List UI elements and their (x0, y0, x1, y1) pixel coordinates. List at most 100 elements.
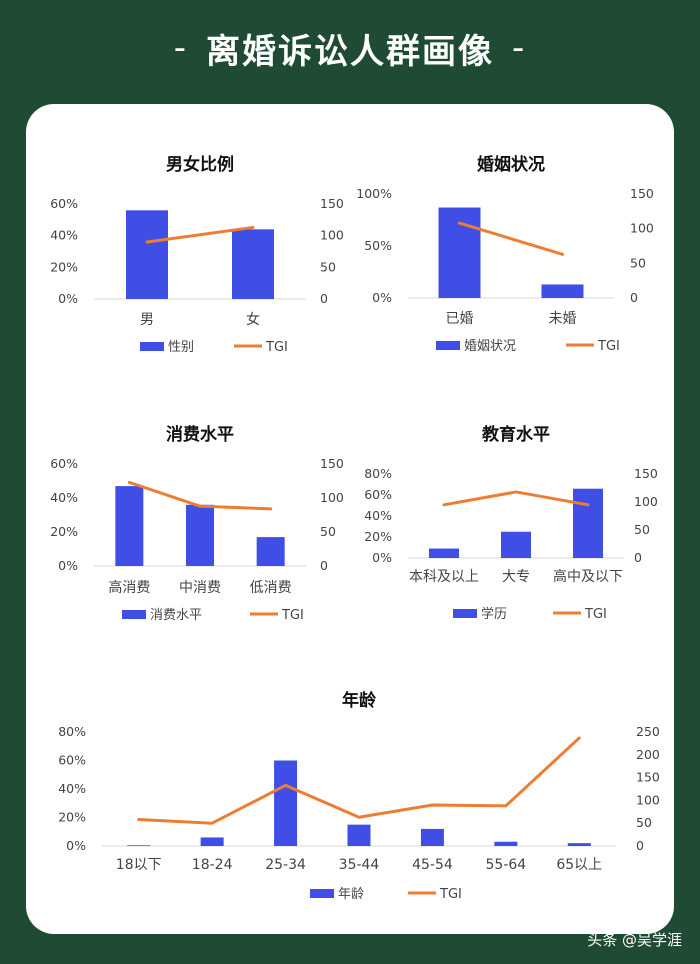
right-axis-tick-label: 150 (630, 186, 654, 201)
chart-title: 年龄 (342, 690, 377, 711)
category-label: 55-64 (486, 857, 527, 873)
bar-年龄 (200, 837, 224, 846)
bar-婚姻状况 (438, 207, 481, 298)
category-label: 中消费 (179, 580, 221, 596)
legend-label-bar: 婚姻状况 (464, 339, 516, 354)
page-title: 离婚诉讼人群画像 (206, 31, 494, 72)
title-dash-left: - (173, 28, 188, 68)
right-axis-tick-label: 100 (320, 228, 344, 243)
legend-label-line: TGI (584, 607, 607, 622)
right-axis-tick-label: 150 (320, 196, 344, 211)
right-axis-tick-label: 100 (636, 792, 660, 807)
legend-label-bar: 学历 (481, 606, 507, 622)
left-axis-tick-label: 60% (58, 753, 86, 768)
category-label: 男 (140, 312, 154, 328)
bar-性别 (126, 210, 168, 299)
category-label: 低消费 (250, 580, 292, 596)
bar-年龄 (347, 824, 371, 846)
bar-婚姻状况 (541, 284, 584, 298)
legend-label-line: TGI (597, 339, 620, 354)
tgi-line (145, 225, 255, 244)
right-axis-tick-label: 200 (636, 747, 660, 762)
left-axis-tick-label: 20% (58, 810, 86, 825)
left-axis-tick-label: 20% (50, 259, 78, 274)
right-axis-tick-label: 150 (320, 456, 344, 471)
bar-年龄 (420, 828, 444, 846)
right-axis-tick-label: 0 (634, 550, 642, 565)
page-header: - 离婚诉讼人群画像 - (0, 20, 700, 76)
chart-gender: 男女比例 0% 20% 40% 60% 0 50 100 150 男 女性别 TGI (50, 154, 344, 355)
left-axis-tick-label: 0% (372, 550, 392, 565)
tgi-line (127, 480, 273, 511)
bar-年龄 (567, 843, 591, 846)
right-axis-tick-label: 100 (634, 494, 658, 509)
right-axis-tick-label: 100 (320, 490, 344, 505)
left-axis-tick-label: 20% (364, 529, 392, 544)
bar-学历 (429, 548, 459, 558)
title-dash-right: - (512, 28, 527, 68)
category-label: 本科及以上 (409, 569, 479, 585)
category-label: 35-44 (339, 857, 380, 873)
legend-swatch-bar (310, 889, 334, 898)
chart-title: 婚姻状况 (477, 154, 545, 175)
right-axis-tick-label: 50 (636, 815, 652, 830)
legend-swatch-bar (122, 610, 146, 619)
watermark: 头条 @吴学涯 (587, 931, 682, 949)
category-label: 未婚 (549, 311, 577, 327)
category-label: 大专 (502, 569, 530, 585)
left-axis-tick-label: 0% (66, 838, 86, 853)
category-label: 65以上 (556, 857, 602, 873)
right-axis-tick-label: 0 (320, 558, 328, 573)
legend-swatch-bar (453, 609, 477, 618)
tgi-line (137, 736, 581, 825)
category-label: 18以下 (116, 857, 162, 873)
chart-age: 年龄 0% 20% 40% 60% 80% 0 50 100 150 200 250 18以下 18-24… (58, 690, 660, 902)
left-axis-tick-label: 0% (58, 291, 78, 306)
chart-title: 男女比例 (166, 154, 234, 175)
left-axis-tick-label: 60% (50, 196, 78, 211)
right-axis-tick-label: 50 (320, 259, 336, 274)
legend-label-line: TGI (439, 887, 462, 902)
legend-label-line: TGI (281, 608, 304, 623)
legend-swatch-bar (140, 342, 164, 351)
right-axis-tick-label: 100 (630, 221, 654, 236)
right-axis-tick-label: 50 (634, 522, 650, 537)
bar-年龄 (494, 841, 518, 846)
bar-消费水平 (186, 504, 214, 566)
bar-性别 (232, 229, 274, 299)
left-axis-tick-label: 0% (372, 290, 392, 305)
category-label: 高中及以下 (553, 568, 623, 585)
right-axis-tick-label: 250 (636, 724, 660, 739)
legend-label-bar: 消费水平 (150, 608, 202, 623)
left-axis-tick-label: 20% (50, 524, 78, 539)
bar-学历 (501, 531, 531, 558)
category-label: 女 (246, 311, 260, 328)
left-axis-tick-label: 100% (356, 186, 392, 201)
bar-学历 (573, 488, 603, 558)
left-axis-tick-label: 40% (364, 508, 392, 523)
bar-年龄 (274, 760, 298, 846)
right-axis-tick-label: 150 (636, 770, 660, 785)
category-label: 高消费 (108, 579, 150, 596)
category-label: 25-34 (265, 857, 306, 873)
legend-swatch-bar (436, 341, 460, 350)
left-axis-tick-label: 0% (58, 558, 78, 573)
left-axis-tick-label: 80% (58, 724, 86, 739)
bar-消费水平 (256, 537, 285, 566)
right-axis-tick-label: 0 (636, 838, 644, 853)
left-axis-tick-label: 60% (50, 456, 78, 471)
left-axis-tick-label: 40% (58, 781, 86, 796)
category-label: 45-54 (412, 857, 453, 873)
tgi-line (458, 221, 564, 256)
right-axis-tick-label: 50 (320, 524, 336, 539)
right-axis-tick-label: 0 (320, 291, 328, 306)
left-axis-tick-label: 50% (364, 238, 392, 253)
right-axis-tick-label: 150 (634, 466, 658, 481)
category-label: 18-24 (192, 857, 233, 873)
left-axis-tick-label: 60% (364, 487, 392, 502)
right-axis-tick-label: 50 (630, 255, 646, 270)
chart-title: 消费水平 (166, 424, 234, 445)
legend-label-line: TGI (265, 340, 288, 355)
